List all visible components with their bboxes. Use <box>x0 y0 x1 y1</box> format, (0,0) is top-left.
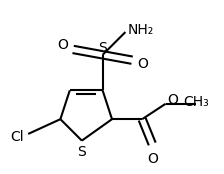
Text: O: O <box>58 38 68 52</box>
Text: Cl: Cl <box>10 130 24 144</box>
Text: S: S <box>78 145 86 159</box>
Text: NH₂: NH₂ <box>127 23 154 37</box>
Text: O: O <box>147 152 158 166</box>
Text: S: S <box>98 41 107 55</box>
Text: CH₃: CH₃ <box>184 95 209 109</box>
Text: O: O <box>168 93 179 107</box>
Text: O: O <box>137 57 148 70</box>
